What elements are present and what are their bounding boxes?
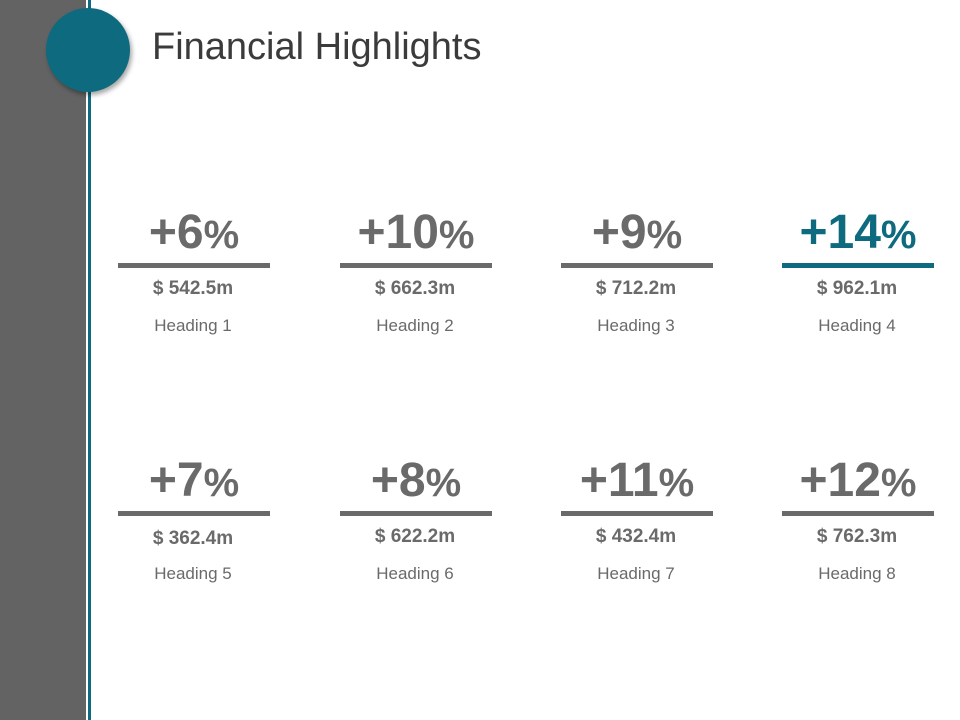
amount-value: $ 712.2m xyxy=(595,278,677,299)
title-circle xyxy=(46,8,130,92)
percent-value: +6 xyxy=(148,206,204,259)
percent-change: +14% xyxy=(782,209,934,268)
card-heading: Heading 8 xyxy=(818,564,896,583)
highlight-card-6: +8% $ 622.2m Heading 6 xyxy=(325,457,505,598)
percent-symbol: % xyxy=(203,213,240,257)
percent-change: +7% xyxy=(118,457,270,516)
highlight-card-7: +11% $ 432.4m Heading 7 xyxy=(546,457,726,598)
amount-value: $ 762.3m xyxy=(816,526,898,547)
percent-change: +11% xyxy=(561,457,713,516)
highlight-card-1: +6% $ 542.5m Heading 1 xyxy=(103,209,283,350)
percent-value: +7 xyxy=(148,454,204,507)
amount-value: $ 622.2m xyxy=(374,526,456,547)
percent-change: +9% xyxy=(561,209,713,268)
card-heading: Heading 4 xyxy=(818,316,896,335)
amount-value: $ 962.1m xyxy=(816,278,898,299)
percent-symbol: % xyxy=(658,461,695,505)
percent-value: +11 xyxy=(579,454,659,507)
percent-symbol: % xyxy=(646,213,683,257)
percent-value: +8 xyxy=(370,454,426,507)
percent-symbol: % xyxy=(880,461,917,505)
percent-value: +14 xyxy=(799,206,881,259)
amount-value: $ 362.4m xyxy=(152,528,234,549)
card-heading: Heading 3 xyxy=(597,316,675,335)
highlight-card-3: +9% $ 712.2m Heading 3 xyxy=(546,209,726,350)
percent-symbol: % xyxy=(880,213,917,257)
percent-change: +10% xyxy=(340,209,492,268)
card-heading: Heading 2 xyxy=(376,316,454,335)
highlight-card-2: +10% $ 662.3m Heading 2 xyxy=(325,209,505,350)
highlight-card-5: +7% $ 362.4m Heading 5 xyxy=(103,457,283,598)
percent-symbol: % xyxy=(438,213,475,257)
percent-change: +12% xyxy=(782,457,934,516)
page-title: Financial Highlights xyxy=(152,26,482,68)
card-heading: Heading 6 xyxy=(376,564,454,583)
percent-symbol: % xyxy=(203,461,240,505)
card-heading: Heading 7 xyxy=(597,564,675,583)
amount-value: $ 662.3m xyxy=(374,278,456,299)
accent-line xyxy=(88,0,91,720)
percent-value: +10 xyxy=(357,206,439,259)
percent-change: +6% xyxy=(118,209,270,268)
amount-value: $ 542.5m xyxy=(152,278,234,299)
percent-change: +8% xyxy=(340,457,492,516)
amount-value: $ 432.4m xyxy=(595,526,677,547)
card-heading: Heading 1 xyxy=(154,316,232,335)
sidebar-band xyxy=(0,0,86,720)
percent-value: +12 xyxy=(799,454,881,507)
highlight-card-4: +14% $ 962.1m Heading 4 xyxy=(767,209,947,350)
highlight-card-8: +12% $ 762.3m Heading 8 xyxy=(767,457,947,598)
card-heading: Heading 5 xyxy=(154,564,232,583)
percent-symbol: % xyxy=(425,461,462,505)
percent-value: +9 xyxy=(591,206,647,259)
